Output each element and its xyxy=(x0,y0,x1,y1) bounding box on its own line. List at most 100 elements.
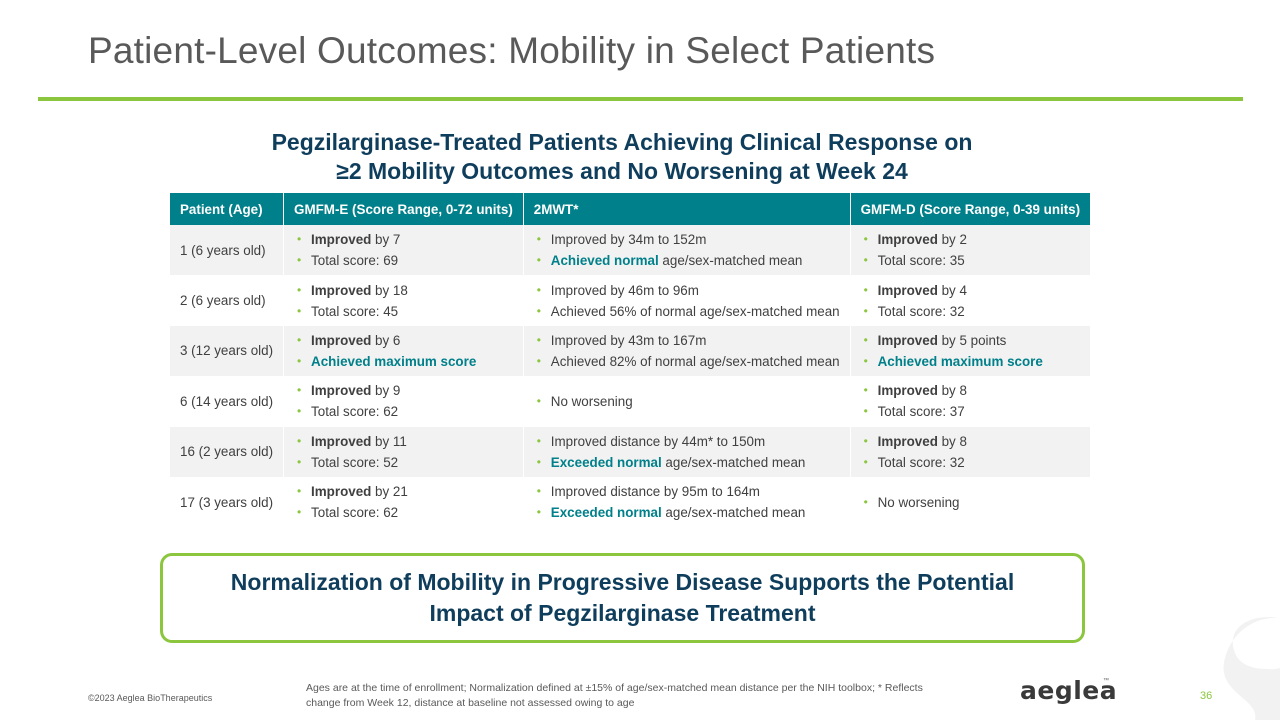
table-row: 2 (6 years old) Improved by 18 Total score… xyxy=(170,275,1091,326)
outcomes-table: Patient (Age) GMFM-E (Score Range, 0-72 … xyxy=(170,193,1091,528)
bullet-text: age/sex-matched mean xyxy=(661,505,806,521)
bullet-list: Improved by 11 Total score: 52 xyxy=(294,431,513,473)
bullet-list: Improved distance by 44m* to 150m Exceede… xyxy=(534,431,840,473)
bullet-item: Exceeded normal age/sex-matched mean xyxy=(534,502,840,523)
bullet-text: by 11 xyxy=(371,433,407,449)
emphasis-text: Improved xyxy=(877,383,938,399)
bullet-item: Improved by 7 xyxy=(294,229,513,250)
cell-gmfm-e: Improved by 21 Total score: 62 xyxy=(283,476,524,528)
bullet-item: Improved by 6 xyxy=(294,330,513,351)
cell-patient: 3 (12 years old) xyxy=(170,325,285,377)
highlight-text: Achieved normal xyxy=(550,253,659,269)
bullet-list: Improved by 8 Total score: 32 xyxy=(861,431,1080,473)
emphasis-text: Improved xyxy=(877,332,938,348)
cell-2mwt: Improved by 43m to 167m Achieved 82% of n… xyxy=(523,325,851,377)
highlight-text: Exceeded normal xyxy=(550,454,662,470)
cell-gmfm-d: Improved by 4 Total score: 32 xyxy=(849,275,1091,326)
highlight-text: Achieved maximum score xyxy=(311,353,477,369)
bullet-text: Total score: 32 xyxy=(877,303,965,319)
bullet-list: Improved by 9 Total score: 62 xyxy=(294,380,513,422)
bullet-text: Achieved 82% of normal age/sex-matched m… xyxy=(550,353,840,369)
cell-2mwt: No worsening xyxy=(522,376,851,427)
table-body: 1 (6 years old) Improved by 7 Total score:… xyxy=(170,225,1091,528)
bullet-text: by 2 xyxy=(937,232,967,248)
emphasis-text: Improved xyxy=(311,433,372,449)
table-heading-line-2: ≥2 Mobility Outcomes and No Worsening at… xyxy=(336,158,908,184)
logo-trademark: ™ xyxy=(1103,678,1109,684)
bullet-text: Improved distance by 44m* to 150m xyxy=(550,433,766,449)
emphasis-text: Improved xyxy=(877,232,938,248)
cell-patient: 6 (14 years old) xyxy=(170,376,285,427)
cell-patient: 2 (6 years old) xyxy=(170,275,285,326)
bullet-item: Total score: 45 xyxy=(294,301,513,322)
bullet-list: Improved by 7 Total score: 69 xyxy=(294,229,513,271)
bullet-item: No worsening xyxy=(861,492,1080,513)
bullet-item: Total score: 62 xyxy=(294,401,513,422)
emphasis-text: Improved xyxy=(311,282,372,298)
emphasis-text: Improved xyxy=(311,332,372,348)
cell-gmfm-d: Improved by 5 points Achieved maximum sco… xyxy=(850,325,1091,377)
header-gmfm-e: GMFM-E (Score Range, 0-72 units) xyxy=(283,193,524,225)
header-patient: Patient (Age) xyxy=(170,193,285,225)
bullet-item: Achieved 56% of normal age/sex-matched m… xyxy=(534,301,840,322)
bullet-text: Total score: 62 xyxy=(311,404,399,420)
logo-wordmark: aeglea xyxy=(1020,676,1118,705)
table-row: 17 (3 years old) Improved by 21 Total scor… xyxy=(170,476,1091,528)
bullet-item: Improved by 21 xyxy=(294,481,513,502)
slide-title: Patient-Level Outcomes: Mobility in Sele… xyxy=(88,30,936,71)
bullet-list: Improved by 34m to 152m Achieved normal a… xyxy=(534,229,840,271)
highlight-text: Achieved maximum score xyxy=(877,353,1043,369)
bullet-item: Achieved maximum score xyxy=(294,351,513,372)
bullet-text: Total score: 62 xyxy=(311,505,399,521)
cell-2mwt: Improved distance by 44m* to 150m Exceede… xyxy=(523,426,851,477)
emphasis-text: Improved xyxy=(311,232,372,248)
bullet-text: by 7 xyxy=(371,232,401,248)
bullet-text: Achieved 56% of normal age/sex-matched m… xyxy=(550,303,840,319)
table-heading: Pegzilarginase-Treated Patients Achievin… xyxy=(170,128,1074,186)
bullet-list: Improved by 5 points Achieved maximum sco… xyxy=(861,330,1080,372)
bullet-list: Improved by 6 Achieved maximum score xyxy=(294,330,513,372)
bullet-text: by 8 xyxy=(937,433,967,449)
bullet-item: Total score: 69 xyxy=(294,250,513,271)
bullet-list: No worsening xyxy=(861,492,1080,513)
bullet-item: Improved by 4 xyxy=(861,280,1080,301)
bullet-item: Improved distance by 44m* to 150m xyxy=(534,431,840,452)
bullet-text: No worsening xyxy=(550,393,633,409)
page-number: 36 xyxy=(1200,690,1213,702)
bullet-item: Total score: 32 xyxy=(861,452,1080,473)
cell-gmfm-e: Improved by 9 Total score: 62 xyxy=(283,376,524,427)
bullet-item: Total score: 37 xyxy=(861,401,1080,422)
bullet-list: Improved distance by 95m to 164m Exceeded… xyxy=(534,481,840,523)
cell-gmfm-e: Improved by 11 Total score: 52 xyxy=(283,426,524,477)
bullet-list: No worsening xyxy=(534,391,840,412)
bullet-item: Improved by 18 xyxy=(294,280,513,301)
bullet-list: Improved by 18 Total score: 45 xyxy=(294,280,513,322)
cell-gmfm-d: Improved by 8 Total score: 37 xyxy=(849,376,1091,427)
header-2mwt: 2MWT* xyxy=(523,193,851,225)
bullet-text: Improved by 43m to 167m xyxy=(550,332,707,348)
emphasis-text: Improved xyxy=(877,433,938,449)
bullet-text: Total score: 35 xyxy=(877,253,965,269)
emphasis-text: Improved xyxy=(311,383,372,399)
bullet-item: Improved by 5 points xyxy=(861,330,1080,351)
bullet-text: Total score: 52 xyxy=(311,454,399,470)
cell-gmfm-e: Improved by 7 Total score: 69 xyxy=(283,225,524,276)
cell-2mwt: Improved distance by 95m to 164m Exceeded… xyxy=(522,476,851,528)
bullet-text: No worsening xyxy=(877,494,960,510)
bullet-text: by 21 xyxy=(371,484,408,500)
bullet-item: Improved by 2 xyxy=(861,229,1080,250)
table-header-row: Patient (Age) GMFM-E (Score Range, 0-72 … xyxy=(170,193,1091,225)
cell-patient: 17 (3 years old) xyxy=(170,476,285,528)
aeglea-logo: aeglea ™ xyxy=(1020,676,1117,706)
bullet-item: Total score: 52 xyxy=(294,452,513,473)
bullet-item: Improved by 34m to 152m xyxy=(534,229,840,250)
conclusion-text: Normalization of Mobility in Progressive… xyxy=(230,569,1015,626)
bullet-item: Total score: 35 xyxy=(861,250,1080,271)
bullet-list: Improved by 46m to 96m Achieved 56% of no… xyxy=(534,280,840,322)
bullet-list: Improved by 4 Total score: 32 xyxy=(861,280,1080,322)
decorative-swoosh xyxy=(1223,617,1280,720)
bullet-item: Improved by 9 xyxy=(294,380,513,401)
cell-2mwt: Improved by 34m to 152m Achieved normal a… xyxy=(523,225,851,276)
bullet-item: Improved by 8 xyxy=(861,431,1080,452)
header-gmfm-d: GMFM-D (Score Range, 0-39 units) xyxy=(850,193,1091,225)
